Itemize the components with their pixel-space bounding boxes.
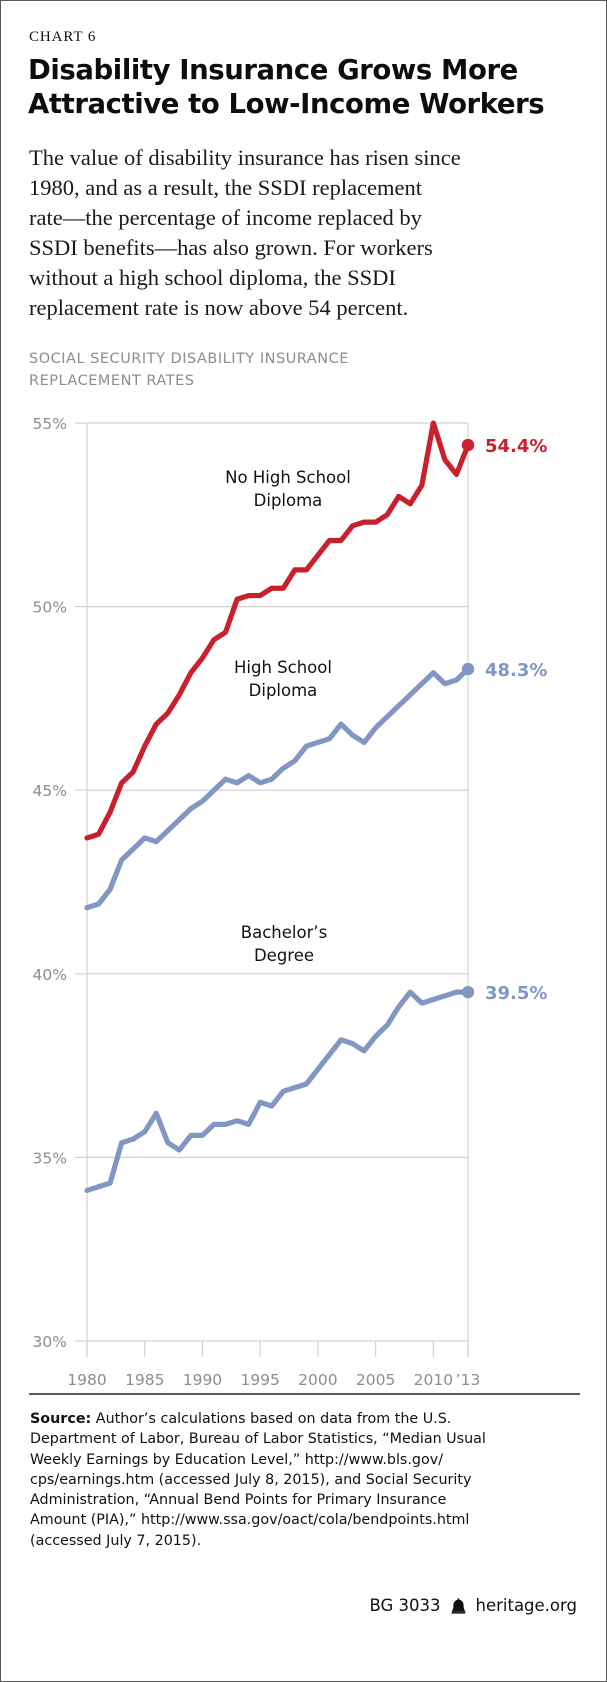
series-label-2: Bachelor’s Degree <box>241 923 327 965</box>
source-line-7: (accessed July 7, 2015). <box>30 1532 202 1549</box>
series-end-value-0: 54.4% <box>485 436 547 457</box>
page-title: Disability Insurance Grows More Attracti… <box>28 53 568 121</box>
deck-line-4: SSDI benefits—has also grown. For worker… <box>29 234 433 260</box>
series-label-0: No High School Diploma <box>225 468 351 510</box>
source-line-2: Department of Labor, Bureau of Labor Sta… <box>30 1431 486 1448</box>
x-axis-tick-2013: ’13 <box>456 1371 481 1389</box>
y-axis-tick-45: 45% <box>33 782 67 800</box>
deck-line-1: The value of disability insurance has ri… <box>29 145 461 170</box>
headline-line-2: Attractive to Low-Income Workers <box>28 88 545 121</box>
footer-divider <box>29 1393 580 1395</box>
series-label-line2-0: Diploma <box>254 491 323 510</box>
deck-text: The value of disability insurance has ri… <box>29 143 539 323</box>
series-label-line1-2: Bachelor’s <box>241 923 327 942</box>
y-axis-tick-40: 40% <box>33 966 67 984</box>
line-chart: 30% 35% 40% 45% 50% 55% 1980 1985 1990 1995 2000 20… <box>1 399 607 1389</box>
colophon: BG 3033 heritage.org <box>369 1596 577 1615</box>
series-endpoint-dot-0 <box>461 438 475 452</box>
chart-number-kicker: CHART 6 <box>29 29 97 45</box>
series-line-1 <box>84 666 471 911</box>
y-axis-tick-50: 50% <box>33 599 67 617</box>
series-label-line2-1: Diploma <box>249 681 318 700</box>
deck-line-2: 1980, and as a result, the SSDI replacem… <box>29 174 423 200</box>
source-line-1-text: Author’s calculations based on data from… <box>91 1411 452 1427</box>
chart-svg: 30% 35% 40% 45% 50% 55% 1980 1985 1990 1995 2000 20… <box>33 415 548 1389</box>
series-end-value-2: 39.5% <box>485 983 547 1004</box>
site-url: heritage.org <box>475 1596 578 1615</box>
deck-line-6: replacement rate is now above 54 percent… <box>29 294 409 320</box>
source-line-3: Weekly Earnings by Education Level,” htt… <box>30 1451 444 1468</box>
series-endpoint-dot-1 <box>461 662 475 676</box>
source-line-6: Amount (PIA),” http://www.ssa.gov/oact/c… <box>30 1512 470 1529</box>
series-line-0 <box>84 420 471 841</box>
series-end-value-1: 48.3% <box>485 660 547 681</box>
heritage-bell-icon <box>450 1597 467 1615</box>
deck-line-3: rate—the percentage of income replaced b… <box>29 204 422 230</box>
series-label-line1-0: No High School <box>225 468 351 487</box>
series-label-line2-2: Degree <box>254 946 314 965</box>
x-axis-tick-1995: 1995 <box>240 1371 279 1389</box>
y-axis-tick-30: 30% <box>33 1333 67 1351</box>
headline-line-1: Disability Insurance Grows More <box>28 54 518 86</box>
source-line-1: Source: Author’s calculations based on d… <box>30 1409 575 1429</box>
x-axis-tick-2010: 2010 <box>414 1371 453 1389</box>
report-id: BG 3033 <box>369 1596 441 1615</box>
source-label: Source: <box>30 1411 92 1427</box>
chart-subtitle: SOCIAL SECURITY DISABILITY INSURANCE REP… <box>29 349 509 393</box>
x-axis-tick-1980: 1980 <box>67 1371 106 1389</box>
source-note: Source: Author’s calculations based on d… <box>30 1409 575 1551</box>
series-label-line1-1: High School <box>234 658 332 677</box>
series-endpoint-dot-2 <box>461 985 475 999</box>
y-axis-tick-35: 35% <box>33 1149 67 1167</box>
x-axis-tick-1990: 1990 <box>183 1371 222 1389</box>
series-line-2 <box>84 989 471 1194</box>
x-axis-tick-2000: 2000 <box>298 1371 337 1389</box>
x-axis-tick-2005: 2005 <box>356 1371 395 1389</box>
x-axis-tick-1985: 1985 <box>125 1371 164 1389</box>
chart-subtitle-line-2: REPLACEMENT RATES <box>29 372 195 389</box>
source-line-4: cps/earnings.htm (accessed July 8, 2015)… <box>30 1471 472 1488</box>
chart-subtitle-line-1: SOCIAL SECURITY DISABILITY INSURANCE <box>29 351 349 367</box>
series-label-1: High School Diploma <box>234 658 332 700</box>
deck-line-5: without a high school diploma, the SSDI <box>29 264 396 290</box>
y-axis-tick-55: 55% <box>33 415 67 433</box>
source-line-5: Administration, “Annual Bend Points for … <box>30 1492 447 1509</box>
